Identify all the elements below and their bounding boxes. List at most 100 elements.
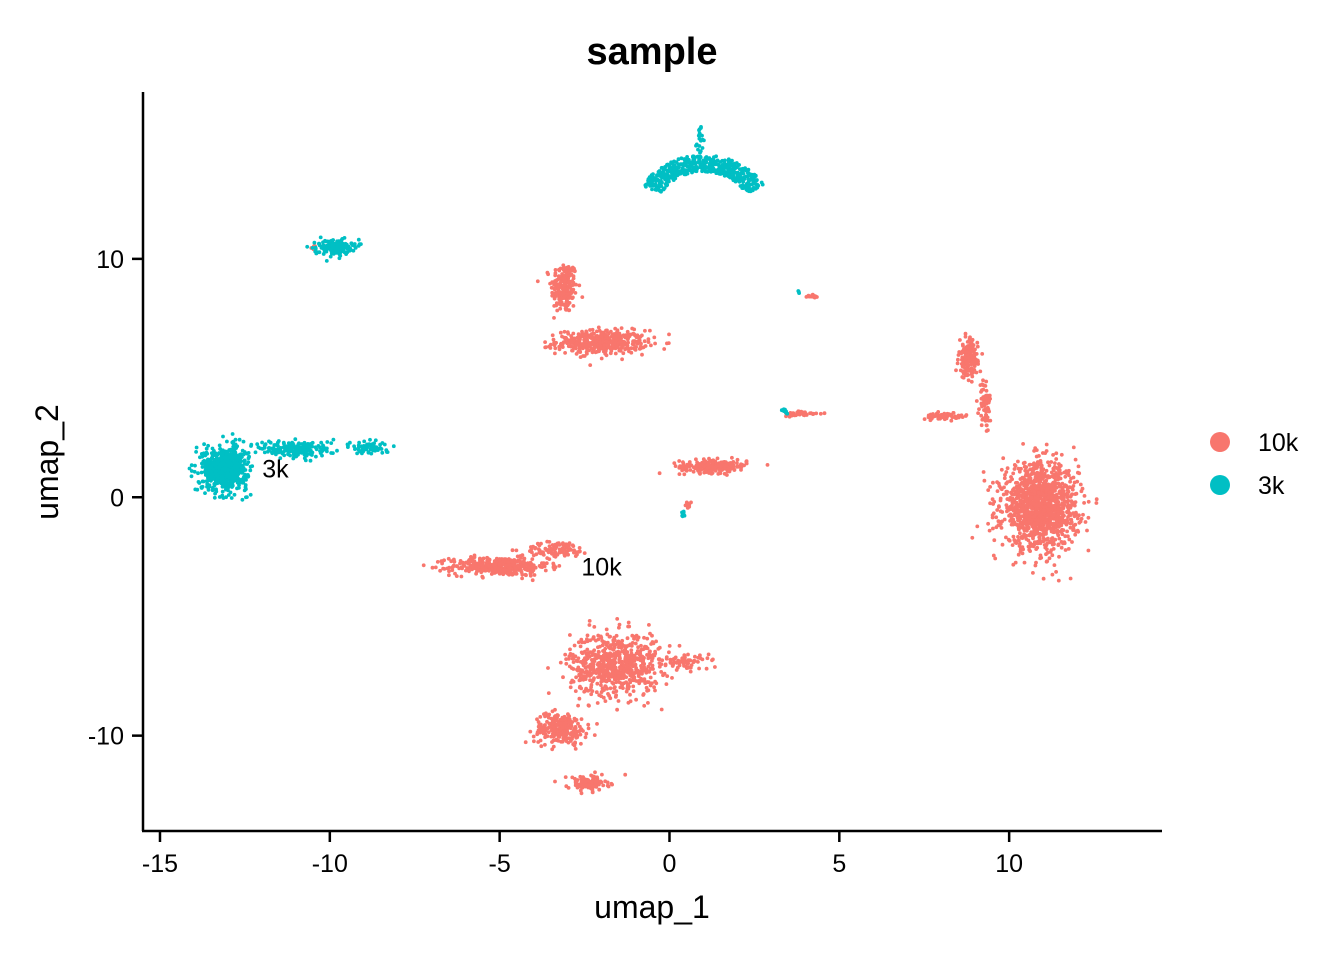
data-point	[1094, 501, 1099, 505]
data-point	[682, 654, 687, 659]
data-point	[1056, 578, 1061, 583]
data-point	[241, 480, 246, 485]
data-point	[595, 681, 600, 686]
data-point	[595, 334, 599, 338]
data-point	[992, 538, 997, 543]
data-point	[643, 681, 648, 685]
data-point	[1076, 470, 1080, 475]
data-point	[545, 539, 550, 544]
data-point	[1039, 526, 1043, 531]
data-point	[649, 343, 653, 348]
data-point	[670, 676, 674, 680]
data-point	[557, 295, 561, 300]
data-point	[551, 337, 556, 342]
data-point	[567, 296, 572, 300]
data-point	[597, 328, 602, 333]
data-point	[1077, 520, 1082, 525]
data-point	[691, 469, 696, 474]
data-point	[613, 351, 618, 356]
data-point	[561, 541, 565, 546]
data-point	[614, 680, 619, 685]
data-point	[646, 340, 651, 344]
data-point	[1034, 510, 1039, 514]
data-point	[590, 658, 594, 662]
data-point	[564, 732, 569, 737]
data-point	[1047, 490, 1052, 495]
data-point	[1066, 486, 1070, 491]
data-point	[203, 462, 207, 467]
data-point	[586, 778, 591, 783]
data-point	[980, 352, 985, 356]
data-point	[281, 440, 286, 445]
data-point	[508, 569, 512, 574]
data-point	[677, 459, 682, 463]
data-point	[551, 725, 556, 730]
data-point	[730, 455, 734, 460]
data-point	[637, 336, 641, 340]
data-point	[575, 552, 579, 557]
data-point	[189, 474, 194, 479]
data-point	[623, 772, 628, 777]
data-point	[583, 343, 588, 348]
data-point	[550, 333, 555, 338]
data-point	[611, 681, 616, 686]
data-point	[970, 360, 975, 365]
data-point	[568, 343, 573, 348]
data-point	[560, 725, 565, 730]
data-point	[592, 774, 596, 779]
data-point	[563, 303, 567, 308]
data-point	[1024, 503, 1029, 508]
data-point	[579, 686, 584, 691]
data-point	[1050, 542, 1055, 547]
data-point	[550, 293, 555, 298]
data-point	[725, 473, 729, 477]
data-point	[988, 501, 992, 506]
data-point	[662, 347, 667, 351]
data-point	[972, 352, 977, 357]
data-point	[1080, 486, 1085, 491]
data-point	[1031, 571, 1035, 575]
data-point	[571, 274, 576, 278]
data-point	[969, 372, 974, 377]
data-point	[586, 703, 591, 708]
data-point	[530, 578, 535, 583]
data-point	[596, 325, 601, 330]
data-point	[562, 551, 567, 556]
data-point	[618, 339, 623, 344]
data-point	[1052, 563, 1057, 567]
data-point	[648, 675, 653, 680]
data-point	[503, 557, 508, 562]
data-point	[495, 568, 500, 572]
data-point	[1024, 514, 1028, 518]
data-point	[1071, 484, 1076, 488]
data-point	[570, 656, 575, 661]
data-point	[682, 472, 687, 477]
data-point	[570, 775, 575, 780]
data-point	[602, 653, 607, 658]
data-point	[314, 454, 318, 459]
data-point	[999, 467, 1004, 472]
data-point	[571, 652, 575, 657]
data-point	[642, 665, 646, 669]
data-point	[1012, 492, 1017, 497]
data-point	[1000, 510, 1005, 514]
data-point	[1044, 468, 1049, 473]
data-point	[796, 412, 801, 417]
data-point	[546, 715, 551, 720]
data-point	[582, 649, 587, 654]
data-point	[677, 472, 682, 476]
data-point	[991, 480, 995, 485]
data-point	[1022, 521, 1027, 526]
data-point	[201, 479, 206, 484]
data-point	[634, 697, 638, 702]
data-point	[578, 549, 582, 554]
data-point	[956, 357, 960, 362]
data-point	[629, 644, 634, 648]
data-point	[1074, 491, 1079, 496]
data-point	[574, 341, 579, 345]
data-point	[691, 660, 696, 665]
data-point	[215, 480, 220, 485]
data-point	[1038, 513, 1042, 518]
data-point	[985, 408, 990, 413]
data-point	[1052, 505, 1057, 509]
